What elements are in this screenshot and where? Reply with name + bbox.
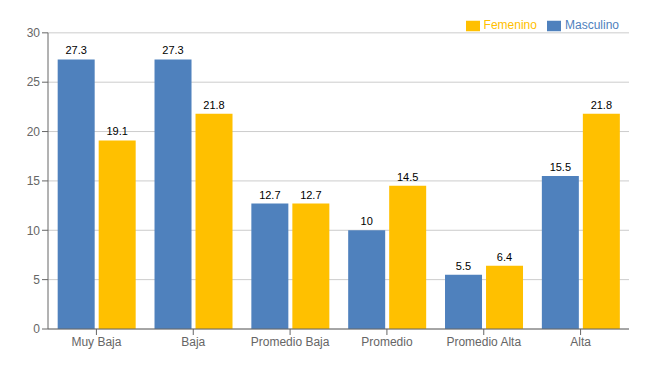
svg-text:21.8: 21.8 (591, 99, 612, 111)
svg-text:15: 15 (27, 174, 41, 188)
svg-text:Muy Baja: Muy Baja (71, 335, 121, 349)
svg-text:Promedio Baja: Promedio Baja (251, 335, 330, 349)
svg-text:5: 5 (33, 273, 40, 287)
svg-text:Baja: Baja (181, 335, 205, 349)
svg-text:Promedio Alta: Promedio Alta (446, 335, 521, 349)
html-text:Femenino: Femenino (483, 18, 537, 32)
svg-text:14.5: 14.5 (397, 171, 418, 183)
svg-text:12.7: 12.7 (300, 189, 321, 201)
svg-text:5.5: 5.5 (456, 260, 471, 272)
svg-text:27.3: 27.3 (65, 44, 86, 56)
svg-text:15.5: 15.5 (550, 161, 571, 173)
svg-text:Promedio: Promedio (361, 335, 413, 349)
html-text:Masculino: Masculino (565, 18, 619, 32)
svg-text:0: 0 (33, 322, 40, 336)
svg-text:6.4: 6.4 (497, 251, 512, 263)
svg-text:20: 20 (27, 125, 41, 139)
svg-text:10: 10 (361, 215, 373, 227)
svg-text:Alta: Alta (570, 335, 591, 349)
svg-text:12.7: 12.7 (259, 189, 280, 201)
svg-text:21.8: 21.8 (203, 99, 224, 111)
svg-text:10: 10 (27, 224, 41, 238)
svg-text:25: 25 (27, 75, 41, 89)
svg-text:30: 30 (27, 26, 41, 40)
svg-text:27.3: 27.3 (162, 44, 183, 56)
svg-text:19.1: 19.1 (106, 125, 127, 137)
